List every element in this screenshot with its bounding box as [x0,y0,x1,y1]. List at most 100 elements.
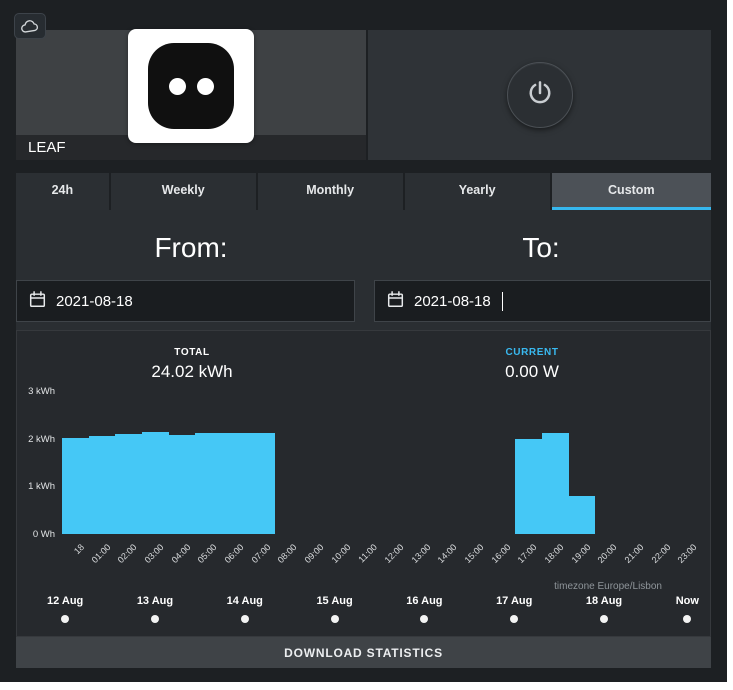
tab-bar: 24h Weekly Monthly Yearly Custom [16,173,712,210]
x-axis-tick: 22:00 [649,542,673,566]
timeline-day-dot[interactable] [330,615,339,623]
chart-bar-18:00 [542,432,569,534]
timeline-day-now: Now [676,595,699,623]
power-socket-icon [148,43,234,129]
device-panel: LEAF [16,29,366,160]
chart-bar-04:00 [168,434,196,534]
timeline-day-15-aug: 15 Aug [316,595,353,623]
x-axis-tick: 23:00 [676,542,700,566]
chart-bar-01:00 [88,436,116,534]
x-axis-tick: 21:00 [622,542,646,566]
custom-range-section: From: To: 2021-08-18 2021-08-18 [16,210,711,330]
timeline-day-dot[interactable] [510,615,519,623]
x-axis-tick: 09:00 [302,542,326,566]
to-date-value: 2021-08-18 [414,292,491,310]
x-axis-tick: 06:00 [222,542,246,566]
from-label: From: [154,232,228,263]
x-axis-tick: 18:00 [542,542,566,566]
x-axis-tick: 15:00 [462,542,486,566]
timeline-day-14-aug: 14 Aug [227,595,263,623]
timeline-day-13-aug: 13 Aug [137,595,173,623]
timeline-day-18-aug: 18 Aug [586,595,622,623]
tab-weekly[interactable]: Weekly [110,173,256,210]
timeline-day-dot[interactable] [61,615,70,623]
total-label: TOTAL [174,347,210,358]
x-axis-tick: 02:00 [116,542,140,566]
x-axis-tick: 03:00 [142,542,166,566]
timeline-day-label: 17 Aug [496,595,533,607]
timeline-day-dot[interactable] [150,615,159,623]
calendar-icon [387,290,404,312]
cloud-status-button[interactable] [14,13,46,39]
chart-bar-17:00 [515,438,542,534]
x-axis-tick: 11:00 [356,542,380,565]
x-axis-tick: 13:00 [409,542,433,566]
chart-bar-18 [62,437,89,534]
timeline-day-12-aug: 12 Aug [47,595,83,623]
timeline-day-label: 15 Aug [316,595,353,607]
x-axis-tick: 05:00 [196,542,220,566]
current-stat: CURRENT 0.00 W [417,347,647,382]
power-panel [368,30,711,160]
chart-bar-06:00 [222,432,249,534]
x-axis-tick: 14:00 [436,542,460,566]
x-axis-tick: 16:00 [489,542,513,566]
x-axis-tick: 18 [71,542,86,557]
y-axis-tick: 1 kWh [28,481,55,493]
x-axis-tick: 08:00 [276,542,300,566]
x-axis-tick: 12:00 [382,542,406,566]
timeline-day-16-aug: 16 Aug [406,595,443,623]
timeline-day-dot[interactable] [240,615,249,623]
to-label: To: [522,232,560,263]
timeline-day-label: 13 Aug [136,595,174,607]
tab-yearly[interactable]: Yearly [404,173,550,210]
chart-bar-02:00 [115,433,142,534]
to-date-input[interactable]: 2021-08-18 [374,280,711,322]
power-toggle-button[interactable] [506,62,573,128]
text-caret [501,291,503,311]
power-icon [525,78,555,113]
timeline-day-17-aug: 17 Aug [496,595,532,623]
socket-hole-left [168,77,186,95]
from-date-input[interactable]: 2021-08-18 [16,280,355,322]
x-axis-tick: 17:00 [516,542,540,566]
y-axis-tick: 0 Wh [32,529,55,540]
chart-bar-03:00 [142,431,169,534]
tab-monthly[interactable]: Monthly [257,173,403,210]
chart-bar-19:00 [568,495,596,534]
x-axis-tick: 10:00 [329,542,353,566]
timeline-day-dot[interactable] [600,615,608,623]
y-axis-tick: 3 kWh [28,386,55,397]
bar-chart-plot [62,391,702,534]
total-stat: TOTAL 24.02 kWh [77,347,307,382]
timeline-day-dot[interactable] [683,615,692,623]
tab-custom[interactable]: Custom [551,173,712,210]
device-header: LEAF [16,29,711,160]
x-axis-tick: 07:00 [249,542,273,566]
energy-chart-panel: TOTAL 24.02 kWh CURRENT 0.00 W timezone … [16,330,711,637]
timeline-day-label: 16 Aug [406,595,443,607]
timeline-day-label: 14 Aug [226,595,263,607]
timeline-day-label: 18 Aug [585,595,623,607]
device-image-tile [128,29,254,143]
y-axis-tick: 2 kWh [28,433,55,445]
current-value: 0.00 W [505,362,559,381]
timeline-day-label: Now [675,595,699,607]
cloud-icon [20,19,40,34]
tab-24h[interactable]: 24h [16,173,109,210]
x-axis-tick: 19:00 [569,542,593,566]
x-axis-tick: 04:00 [169,542,193,566]
x-axis-tick: 20:00 [596,542,620,566]
socket-hole-right [196,77,214,95]
calendar-icon [29,290,46,312]
chart-bar-05:00 [195,432,222,534]
from-date-value: 2021-08-18 [56,292,133,310]
total-value: 24.02 kWh [151,362,233,381]
timeline-day-label: 12 Aug [47,595,84,607]
current-label: CURRENT [505,347,559,358]
timeline-day-dot[interactable] [420,615,429,623]
x-axis-tick: 01:00 [89,542,113,566]
chart-bar-07:00 [248,432,276,534]
download-statistics-button[interactable]: DOWNLOAD STATISTICS [16,637,711,668]
